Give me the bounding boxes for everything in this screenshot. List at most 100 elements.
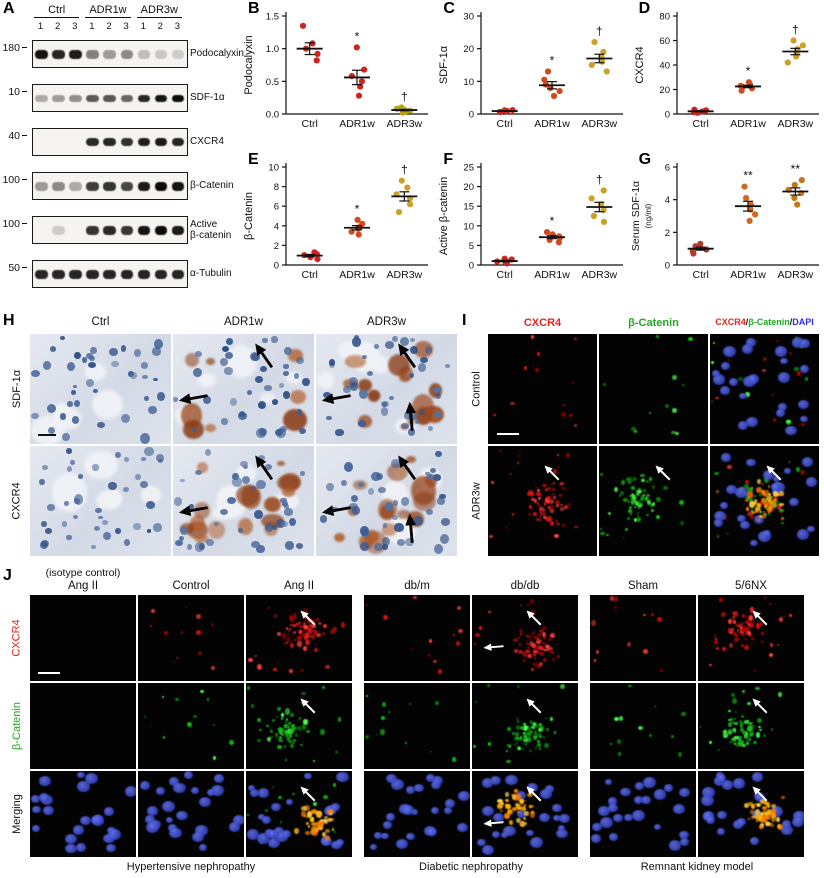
fluor-signal <box>764 477 769 484</box>
fluor-signal <box>537 740 540 743</box>
black-arrow-icon <box>319 491 355 527</box>
significance-marker: * <box>355 202 360 216</box>
fluor-signal <box>755 814 761 821</box>
fluor-signal <box>520 805 526 811</box>
data-point <box>354 216 361 223</box>
lumen-patch <box>84 451 119 479</box>
fluor-signal <box>185 606 187 609</box>
fluor-signal <box>753 669 756 671</box>
nucleus-hematoxylin <box>65 448 72 454</box>
fluor-signal <box>300 743 304 747</box>
nucleus-dapi <box>77 781 90 792</box>
dab-stain-blob <box>289 390 306 405</box>
fluor-signal <box>656 497 662 502</box>
fluor-signal <box>732 616 736 619</box>
data-point <box>556 88 564 95</box>
fluor-signal <box>752 815 757 819</box>
fluor-signal <box>748 818 751 821</box>
nucleus-hematoxylin <box>140 362 149 369</box>
fluor-signal <box>754 499 757 502</box>
fluor-signal <box>149 624 152 627</box>
nucleus-hematoxylin <box>382 523 388 528</box>
fluor-signal <box>365 735 369 739</box>
nucleus-hematoxylin <box>389 395 395 401</box>
data-point <box>745 79 752 86</box>
fluor-signal <box>519 737 523 741</box>
data-point <box>353 44 360 51</box>
nucleus-hematoxylin <box>237 528 244 533</box>
blot-band <box>103 94 117 102</box>
fluor-signal <box>206 698 210 702</box>
data-point <box>696 240 704 247</box>
x-category-label: ADR1w <box>535 118 571 130</box>
fluor-signal <box>526 726 529 728</box>
significance-marker: ** <box>743 169 753 183</box>
fluor-signal <box>187 722 192 727</box>
fluor-signal <box>630 513 632 516</box>
dab-stain-blob <box>236 485 260 507</box>
white-arrow-icon <box>299 697 317 715</box>
fluor-signal <box>287 629 290 632</box>
fluor-signal <box>517 736 520 739</box>
blot-band <box>120 225 134 235</box>
fluor-signal <box>508 809 513 813</box>
nucleus-dapi <box>781 820 792 829</box>
arrow-glyph <box>526 786 542 802</box>
nucleus-hematoxylin <box>199 543 206 551</box>
nucleus-hematoxylin <box>250 541 260 548</box>
fluor-signal <box>738 720 742 723</box>
fluor-signal <box>715 396 719 400</box>
lane-number: 1 <box>37 21 44 32</box>
nucleus-dapi <box>775 408 785 417</box>
fluor-signal <box>541 632 546 638</box>
nucleus-hematoxylin <box>95 507 102 513</box>
nucleus-hematoxylin <box>436 497 445 505</box>
fluor-signal <box>549 499 554 504</box>
mw-marker: 40 <box>0 130 27 142</box>
fluor-signal <box>559 481 565 486</box>
scale-bar <box>38 433 57 437</box>
fluor-signal <box>763 356 768 362</box>
nucleus-dapi <box>763 530 772 538</box>
nucleus-hematoxylin <box>373 343 379 350</box>
fluor-signal <box>311 626 313 628</box>
significance-marker: † <box>792 23 799 37</box>
nucleus-dapi <box>801 457 813 468</box>
nucleus-hematoxylin <box>433 386 442 393</box>
fluor-signal <box>522 816 527 821</box>
nucleus-hematoxylin <box>219 358 228 367</box>
nucleus-hematoxylin <box>378 487 386 494</box>
arrow-glyph <box>526 610 542 626</box>
fluor-signal <box>747 510 753 516</box>
fluor-signal <box>770 495 773 498</box>
fluor-signal <box>517 685 520 688</box>
fluor-signal <box>292 793 295 796</box>
nucleus-hematoxylin <box>426 474 433 481</box>
fluor-signal <box>380 716 386 720</box>
fluor-signal <box>743 644 749 650</box>
fluor-signal <box>656 335 660 339</box>
arrow-glyph <box>526 698 542 714</box>
fluor-signal <box>279 732 282 735</box>
fluor-signal <box>771 813 776 817</box>
fluor-signal <box>538 505 544 512</box>
fluor-signal <box>776 823 781 829</box>
fluor-signal <box>295 622 299 626</box>
fluor-signal <box>278 740 281 742</box>
fluor-signal <box>265 809 269 813</box>
white-arrow-icon <box>525 697 543 715</box>
fluor-signal <box>539 493 543 496</box>
fluor-signal <box>288 726 290 729</box>
fluor-signal <box>765 801 770 807</box>
j-col-label-5/6NX: 5/6NX <box>735 580 767 592</box>
fluor-signal <box>627 476 633 483</box>
h-col-label-ADR3w: ADR3w <box>367 316 406 328</box>
fluor-signal <box>613 717 619 722</box>
nucleus-hematoxylin <box>400 497 409 506</box>
fluor-signal <box>779 502 784 507</box>
fluor-signal <box>699 725 702 728</box>
fluor-signal <box>430 750 432 753</box>
fluor-signal <box>326 818 333 823</box>
fluor-signal <box>514 789 519 794</box>
nucleus-hematoxylin <box>241 475 251 484</box>
